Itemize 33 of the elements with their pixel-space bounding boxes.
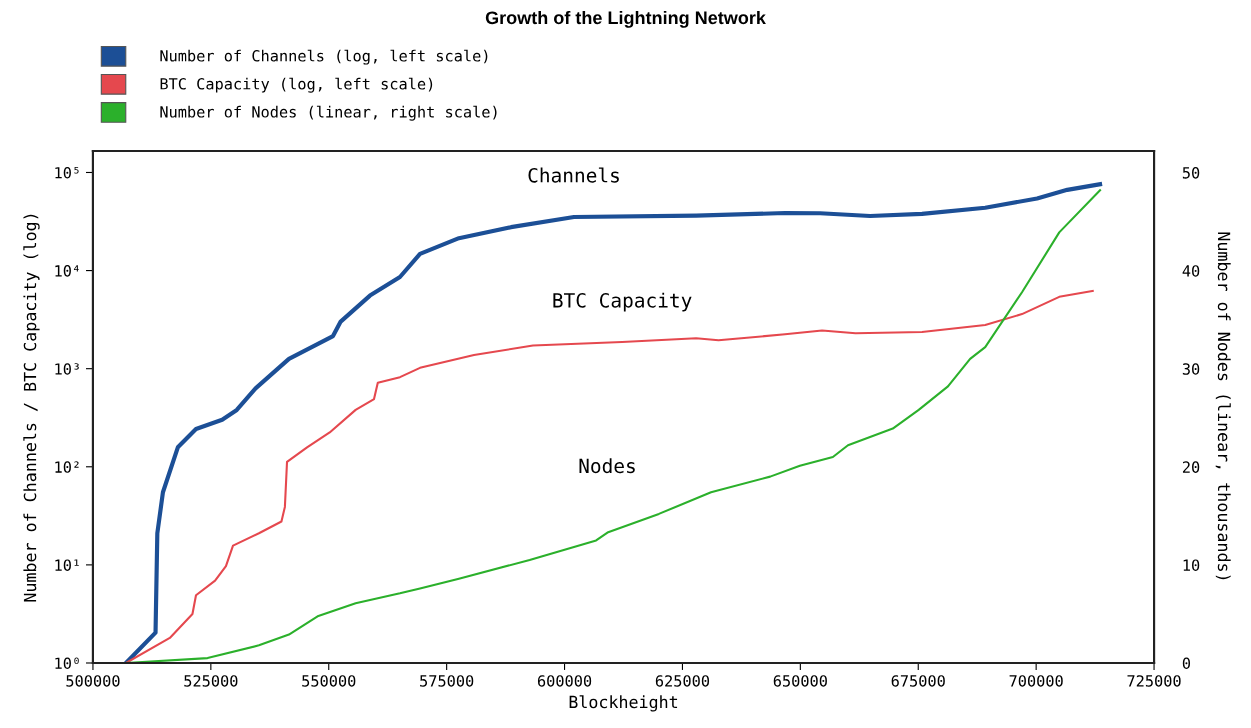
y2-tick-label: 10 <box>1183 559 1200 571</box>
y2-tick-label: 0 <box>1182 657 1191 670</box>
x-tick-label: 725000 <box>1127 675 1181 687</box>
annotation: Channels <box>528 167 619 183</box>
legend-label: Number of Channels (log, left scale) <box>160 49 488 65</box>
x-tick-label: 500000 <box>66 675 120 687</box>
x-tick-label: 700000 <box>1009 675 1063 687</box>
annotation: Nodes <box>579 458 635 474</box>
y2-tick-label: 40 <box>1182 265 1200 277</box>
y-tick-label: 10⁴ <box>55 265 79 277</box>
y2-axis-title: Number of Nodes (linear, thousands) <box>1215 232 1231 580</box>
x-tick-label: 675000 <box>891 675 945 687</box>
x-tick-label: 525000 <box>184 675 238 687</box>
y-tick-label: 10¹ <box>55 559 79 571</box>
x-tick-label: 600000 <box>537 675 592 687</box>
x-tick-label: 650000 <box>773 675 827 687</box>
x-tick-label: 550000 <box>302 675 356 687</box>
y2-tick-label: 50 <box>1182 167 1200 179</box>
legend-label: Number of Nodes (linear, right scale) <box>160 105 497 121</box>
y2-tick-label: 30 <box>1182 363 1200 375</box>
x-tick-label: 625000 <box>655 675 710 687</box>
y-tick-label: 10³ <box>55 363 79 375</box>
y-tick-label: 10⁰ <box>55 657 79 670</box>
annotation: BTC Capacity <box>553 292 692 312</box>
y-tick-label: 10² <box>55 461 79 473</box>
y-axis-title: Number of Channels / BTC Capacity (log) <box>23 214 40 602</box>
y-tick-label: 10⁵ <box>55 166 79 179</box>
y2-tick-label: 20 <box>1182 461 1200 473</box>
chart-title: Growth of the Lightning Network <box>485 10 766 28</box>
x-axis-title: Blockheight <box>569 695 678 712</box>
line-series <box>124 289 1094 663</box>
x-tick-label: 575000 <box>420 675 474 687</box>
legend-label: BTC Capacity (log, left scale) <box>160 77 433 93</box>
